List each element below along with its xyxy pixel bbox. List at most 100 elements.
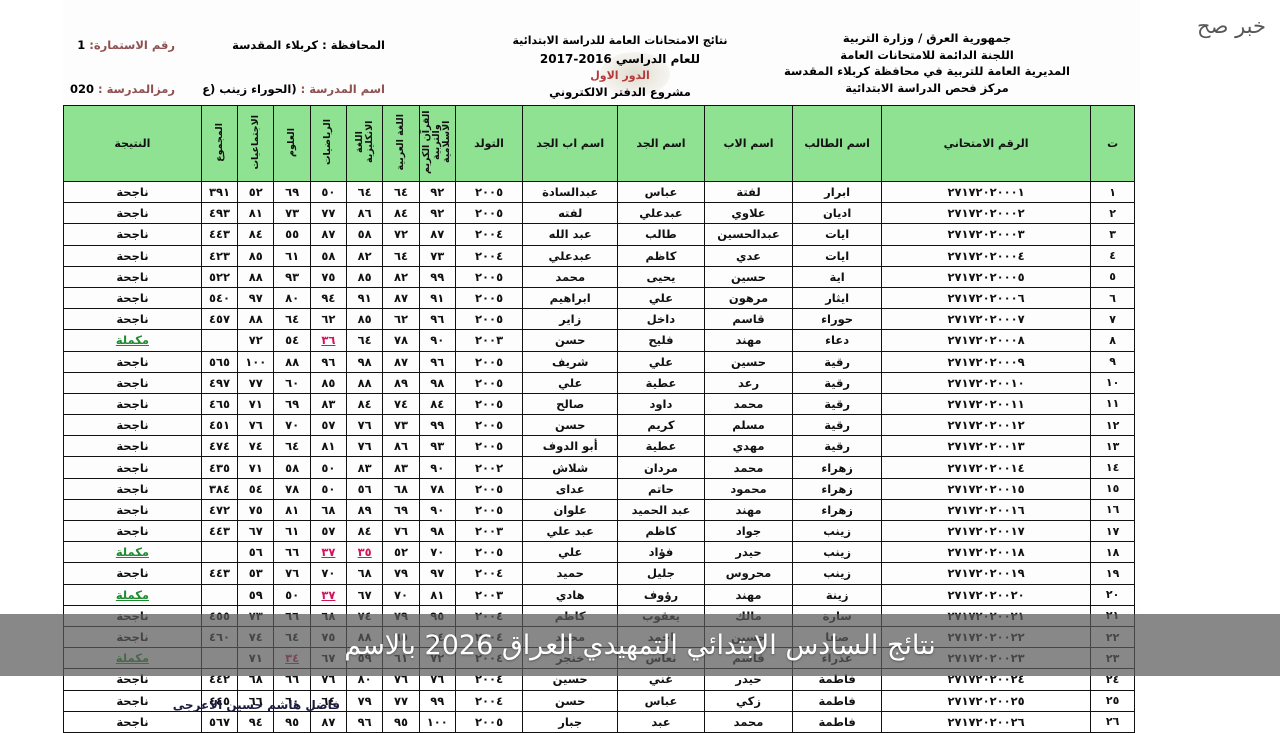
cell-grade-subject-4: ٥٠ [309,456,348,479]
cell-grade-subject-6: ٩٤ [237,710,275,733]
cell-father-name: حيدر [703,541,794,564]
cell-grade-subject-1: ٧٨ [418,477,456,500]
cell-birth-year: ٢٠٠٥ [454,498,524,522]
cell-seq: ٢٠ [1090,583,1135,606]
th-father-name: اسم الاب [703,105,794,182]
cell-grade-subject-1: ٩٠ [418,498,456,522]
cell-grade-subject-3: ٨٥ [346,308,384,331]
cell-grade-subject-5: ٩٥ [273,710,311,733]
cell-student-name: رقية [792,414,882,437]
cell-exam-number: ٢٧١٧٢٠٢٠٠١٥ [880,477,1092,500]
cell-seq: ٩ [1090,350,1135,373]
th-subject-5-label: العلوم [286,127,298,157]
cell-grade-subject-5: ٧٣ [273,202,311,225]
cell-grade-subject-1: ٧٠ [418,541,456,564]
governorate-label: المحافظة : [322,38,385,52]
cell-grandfather-name: طالب [617,223,705,246]
cell-total: ٥٦٥ [200,350,239,373]
cell-great-grandfather-name: علوان [522,498,619,522]
cell-grade-subject-6: ٥٩ [237,583,275,606]
cell-great-grandfather-name: شريف [522,350,619,373]
cell-grade-subject-4: ٧٧ [309,202,348,225]
cell-father-name: محمود [703,477,794,500]
cell-birth-year: ٢٠٠٥ [454,286,524,310]
cell-result: ناجحة [63,180,202,204]
document-header: جمهورية العرق / وزارة التربية اللجنة الد… [0,0,1280,105]
cell-grade-subject-1: ٩١ [418,286,456,310]
academic-year: للعام الدراسي 2016-2017 [539,51,701,66]
th-subject-4: الرياضيات [309,105,348,182]
cell-total: ٥٤٠ [200,286,239,310]
results-table-body: ١ ٢٧١٧٢٠٢٠٠٠١ ابرار لفتة عباس عبدالسادة ٢٠٠٥ ٩٢… [63,180,1135,733]
cell-exam-number: ٢٧١٧٢٠٢٠٠٠٣ [880,223,1092,246]
cell-seq: ١٨ [1090,541,1135,564]
cell-grade-subject-4: ٧٠ [309,562,348,585]
table-row: ٣ ٢٧١٧٢٠٢٠٠٠٣ ايات عبدالحسين طالب عبد الله ٢٠٠… [63,223,1135,246]
cell-grade-subject-2: ٦٤ [382,244,420,267]
cell-great-grandfather-name: حسن [522,414,619,437]
cell-grandfather-name: عباس [617,689,705,712]
cell-grandfather-name: كاظم [617,519,705,543]
cell-grade-subject-5: ٨٨ [273,350,311,373]
cell-grade-subject-5: ٦١ [273,519,311,543]
table-row: ١٨ ٢٧١٧٢٠٢٠٠١٨ زينب حيدر فؤاد علي ٢٠٠٥ ٧٠ ٥٢ ٣٥ ٣٧… [63,541,1135,564]
cell-result: ناجحة [63,244,202,267]
cell-grade-subject-4: ٨٧ [309,710,348,733]
cell-father-name: مهدي [703,435,794,458]
cell-grade-subject-4: ٣٦ [309,329,348,352]
cell-seq: ٢ [1090,202,1135,225]
cell-exam-number: ٢٧١٧٢٠٢٠٠٢٥ [880,689,1092,712]
school-name-value: (الحوراء زينب (ع [202,82,297,96]
cell-grade-subject-5: ٥٠ [273,583,311,606]
overlay-banner-title: نتائج السادس الابتدائي التمهيدي العراق 2… [344,629,936,661]
cell-grandfather-name: كاظم [617,244,705,267]
cell-exam-number: ٢٧١٧٢٠٢٠٠١٢ [880,414,1092,437]
table-row: ٩ ٢٧١٧٢٠٢٠٠٠٩ رقية حسين علي شريف ٢٠٠٥ ٩٦ ٨٧ ٩٨ ٩٦ ٨… [63,350,1135,373]
cell-student-name: فاطمة [792,689,882,712]
cell-grade-subject-2: ٧٠ [382,583,420,606]
cell-grade-subject-3: ٧٩ [346,689,384,712]
table-row: ٢ ٢٧١٧٢٠٢٠٠٠٢ اديان علاوي عبدعلي لفته ٢٠٠٥ ٩٢ ٨٤… [63,202,1135,225]
cell-father-name: رعد [703,371,794,394]
table-row: ١٣ ٢٧١٧٢٠٢٠٠١٣ رقية مهدي عطية أبو الدوف ٢٠٠٥ ٩٣… [63,435,1135,458]
cell-exam-number: ٢٧١٧٢٠٢٠٠٠١ [880,180,1092,204]
cell-great-grandfather-name: محمد [522,265,619,288]
th-great-grandfather-name: اسم اب الجد [522,105,619,182]
table-row: ١٧ ٢٧١٧٢٠٢٠٠١٧ زينب جواد كاظم عبد علي ٢٠٠٣ ٩٨ ٧٦… [63,519,1135,543]
cell-result: ناجحة [63,435,202,458]
cell-grandfather-name: رؤوف [617,583,705,606]
cell-grade-subject-2: ٦٨ [382,477,420,500]
cell-grandfather-name: عبد الحميد [617,498,705,522]
cell-father-name: مهند [703,329,794,352]
cell-student-name: رقية [792,350,882,373]
cell-birth-year: ٢٠٠٥ [454,308,524,331]
cell-grade-subject-4: ٧٥ [309,265,348,288]
cell-grade-subject-3: ٨٤ [346,519,384,543]
cell-grade-subject-2: ٧٩ [382,562,420,585]
cell-total: ٤٤٣ [200,519,239,543]
document-title-block: نتائج الامتحانات العامة للدراسة الابتدائ… [500,33,740,101]
cell-seq: ١٧ [1090,519,1135,543]
cell-total [200,583,239,606]
cell-grade-subject-6: ٦٧ [237,519,275,543]
cell-great-grandfather-name: علي [522,541,619,564]
cell-grade-subject-5: ٥٨ [273,456,311,479]
th-subject-6-label: الاجتماعيات [249,114,261,170]
cell-exam-number: ٢٧١٧٢٠٢٠٠١١ [880,392,1092,416]
cell-result: ناجحة [63,202,202,225]
cell-grade-subject-6: ٥٣ [237,562,275,585]
cell-total [200,541,239,564]
cell-grade-subject-4: ٨٥ [309,371,348,394]
table-row: ١٠ ٢٧١٧٢٠٢٠٠١٠ رقية رعد عطية علي ٢٠٠٥ ٩٨ ٨٩ ٨٨ ٨٥ ٦… [63,371,1135,394]
header-row: ت الرقم الامتحاني اسم الطالب اسم الاب اس… [63,105,1135,182]
cell-grandfather-name: يحيى [617,265,705,288]
cell-birth-year: ٢٠٠٥ [454,435,524,458]
cell-grade-subject-4: ٥٧ [309,414,348,437]
cell-grade-subject-6: ٧١ [237,392,275,416]
cell-student-name: زهراء [792,477,882,500]
table-row: ٤ ٢٧١٧٢٠٢٠٠٠٤ ايات عدي كاظم عبدعلي ٢٠٠٤ ٧٣ ٦٤ ٨٢ ٥… [63,244,1135,267]
cell-grade-subject-2: ٧٧ [382,689,420,712]
cell-grade-subject-3: ٨٨ [346,371,384,394]
cell-grade-subject-1: ٩٦ [418,350,456,373]
cell-seq: ٥ [1090,265,1135,288]
